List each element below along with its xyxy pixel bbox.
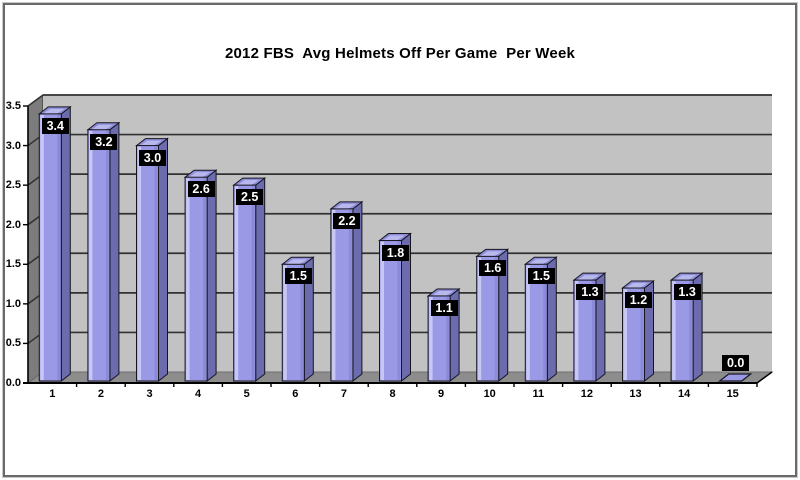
- y-axis-label: 3.5: [5, 100, 21, 112]
- bar-front-shade: [689, 281, 693, 380]
- x-axis-label: 11: [532, 388, 545, 400]
- bar-front-face: [281, 263, 305, 382]
- bar-front-face: [184, 176, 208, 382]
- bar-front-face: [330, 208, 354, 382]
- bar-front-highlight: [40, 114, 44, 381]
- bar-front-shade: [543, 265, 547, 380]
- bar-side-face: [60, 105, 71, 383]
- bar-zero-top-face: [717, 373, 753, 382]
- bar-front-shade: [397, 241, 401, 380]
- y-axis-label: 0.5: [5, 337, 21, 350]
- x-axis-label: 5: [243, 388, 250, 400]
- bar-side-face: [206, 169, 217, 383]
- y-axis-label: 2.0: [5, 218, 21, 231]
- bar-front-face: [476, 255, 500, 382]
- data-label: 2.5: [236, 189, 264, 206]
- bar-front-highlight: [380, 241, 384, 380]
- data-label: 3.0: [139, 149, 166, 166]
- bar-front-face: [573, 279, 597, 382]
- x-axis-label: 2: [97, 388, 104, 400]
- bar-front-face: [136, 145, 159, 382]
- bar-front-highlight: [234, 186, 239, 380]
- bar-front-shade: [105, 130, 109, 380]
- bar-front-shade: [154, 146, 158, 380]
- x-axis-label: 9: [438, 388, 445, 400]
- bar-front-shade: [203, 178, 207, 380]
- bar-front-shade: [57, 114, 61, 381]
- bar-top-highlight: [41, 108, 65, 115]
- bar-top-highlight: [284, 259, 308, 266]
- data-label: 1.5: [527, 268, 555, 285]
- x-axis-label: 3: [146, 388, 153, 400]
- bar-front-shade: [640, 289, 644, 380]
- data-label: 1.3: [673, 284, 701, 301]
- x-axis-label: 15: [726, 388, 739, 400]
- data-label: 1.2: [625, 292, 652, 309]
- data-label: 3.4: [41, 117, 69, 134]
- bar-front-face: [670, 279, 694, 382]
- x-axis-label: 14: [677, 388, 691, 400]
- bar-front-face: [622, 287, 645, 382]
- bar-front-highlight: [88, 130, 93, 380]
- data-label: 0.0: [722, 355, 750, 371]
- bar-top-highlight: [478, 251, 502, 258]
- bar-side-face: [109, 121, 120, 383]
- bar-front-highlight: [283, 265, 287, 380]
- y-axis-label: 1.0: [5, 297, 21, 310]
- x-axis-label: 13: [629, 388, 642, 400]
- data-label: 2.6: [187, 181, 215, 198]
- bar-front-face: [38, 113, 62, 382]
- bar-front-highlight: [477, 257, 482, 380]
- bar-top-highlight: [624, 283, 648, 290]
- bar-front-face: [427, 295, 451, 382]
- bar-front-highlight: [526, 265, 530, 380]
- bar-front-face: [379, 240, 402, 382]
- bar-front-shade: [591, 281, 595, 380]
- y-axis-label: 0.0: [5, 377, 21, 389]
- y-axis-label: 1.5: [5, 258, 21, 271]
- bar-front-face: [87, 129, 111, 382]
- gridline-wall-segment: [27, 94, 44, 107]
- bar-top-highlight: [527, 259, 551, 266]
- bar-side-face: [255, 177, 266, 383]
- bar-front-highlight: [331, 209, 336, 380]
- bar-front-highlight: [623, 289, 627, 380]
- bar-side-face: [158, 137, 168, 383]
- data-label: 1.6: [479, 260, 507, 277]
- bar-front-shade: [300, 265, 304, 380]
- bar-front-highlight: [574, 281, 579, 380]
- x-axis-label: 7: [340, 388, 347, 400]
- x-axis-label: 1: [49, 388, 56, 400]
- data-label: 1.1: [430, 299, 458, 316]
- bar-front-shade: [348, 209, 352, 380]
- bar-front-shade: [494, 257, 498, 380]
- data-label: 1.8: [382, 244, 409, 261]
- x-axis-label: 8: [389, 388, 396, 400]
- x-axis-label: 12: [580, 388, 594, 400]
- bar-front-shade: [251, 186, 255, 380]
- bar-front-shade: [446, 296, 450, 380]
- y-axis-label: 3.0: [5, 139, 21, 152]
- x-axis-label: 4: [195, 388, 202, 400]
- bar-front-highlight: [137, 146, 141, 380]
- bar-front-face: [524, 263, 548, 382]
- bar-front-highlight: [186, 178, 190, 380]
- y-axis-label: 2.5: [5, 179, 21, 192]
- data-label: 3.2: [90, 133, 118, 150]
- data-label: 1.3: [576, 284, 604, 301]
- x-axis-depth-edge: [756, 371, 773, 384]
- bar-front-face: [233, 184, 257, 382]
- bar-front-highlight: [429, 296, 433, 380]
- bar-top-highlight: [332, 203, 356, 210]
- data-label: 1.5: [284, 268, 312, 285]
- data-label: 2.2: [333, 212, 361, 229]
- chart-title: 2012 FBS Avg Helmets Off Per Game Per We…: [224, 45, 576, 62]
- x-axis-label: 10: [483, 388, 496, 400]
- bar-front-highlight: [672, 281, 676, 380]
- x-axis-label: 6: [292, 388, 299, 400]
